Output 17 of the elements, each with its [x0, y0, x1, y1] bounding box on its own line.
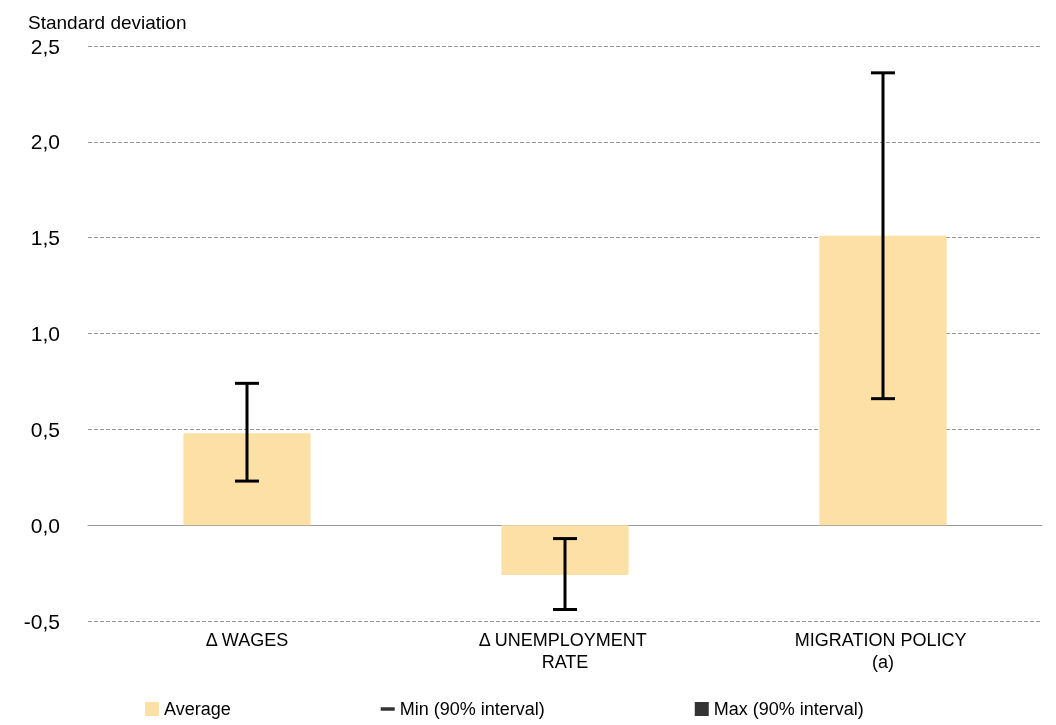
bar	[501, 525, 629, 575]
bar	[819, 235, 947, 526]
y-axis-title: Standard deviation	[28, 12, 187, 33]
y-tick-label: 1,0	[30, 322, 60, 345]
legend-label: Min (90% interval)	[399, 699, 545, 719]
x-tick-label: MIGRATION POLICY (a)	[794, 630, 972, 672]
y-tick-label: 1,5	[30, 226, 60, 250]
y-tick-label: 0,0	[30, 513, 60, 537]
y-tick-label: -0,5	[23, 609, 60, 633]
legend-label: Average	[164, 699, 231, 719]
x-tick-label: Δ UNEMPLOYMENT RATE	[478, 630, 652, 672]
y-tick-label: 2,0	[30, 130, 60, 154]
bar	[183, 433, 311, 526]
y-tick-label: 0,5	[30, 417, 60, 441]
y-tick-label: 2,5	[30, 34, 60, 58]
x-tick-label: Δ WAGES	[205, 630, 289, 650]
legend-label: Max (90% interval)	[713, 699, 864, 719]
